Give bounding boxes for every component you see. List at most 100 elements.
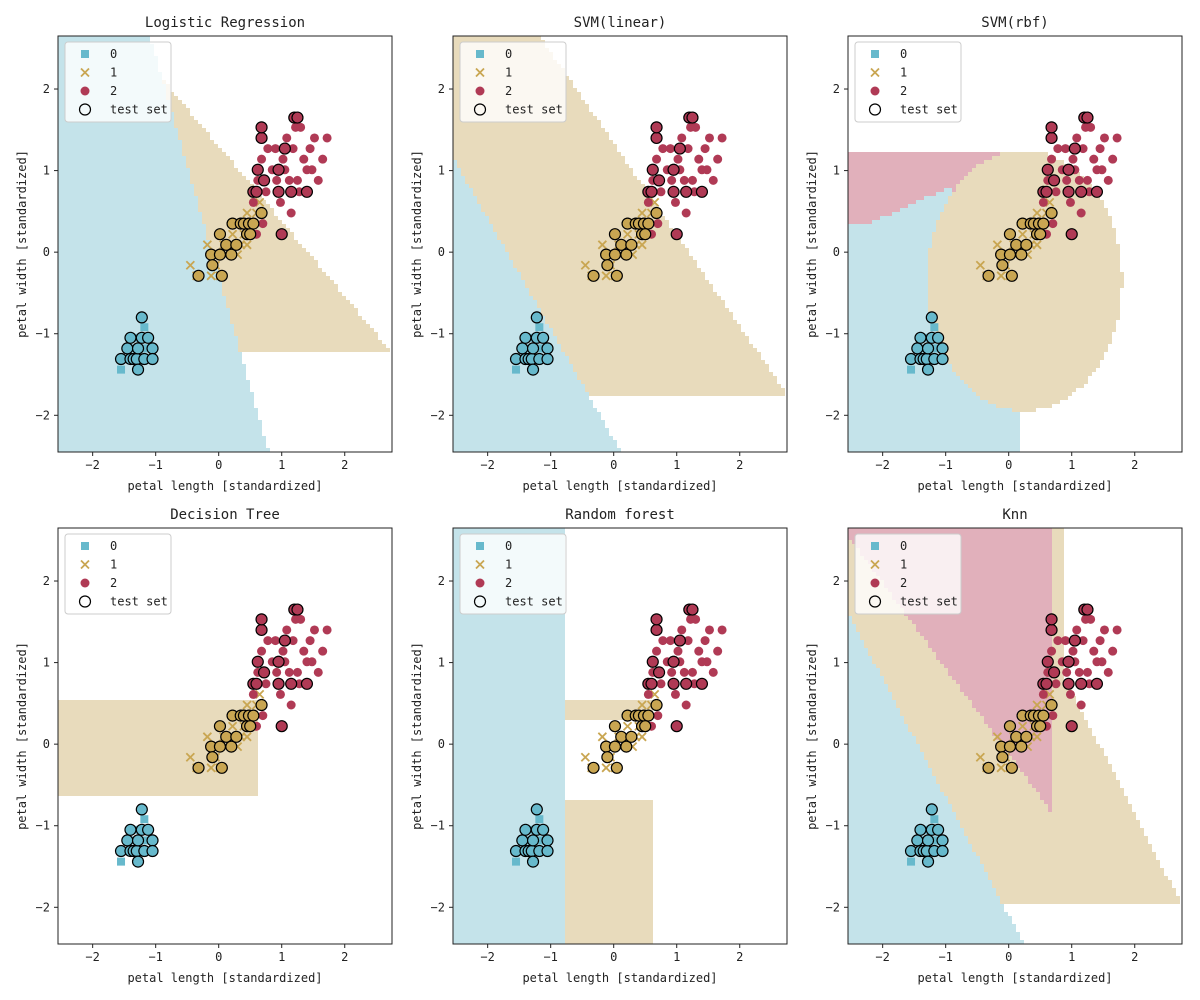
region-class-0	[58, 400, 254, 404]
region-class-1	[948, 796, 1040, 800]
region-class-1	[1052, 596, 1064, 600]
legend-square-marker	[476, 50, 484, 58]
region-class-1	[194, 192, 258, 196]
train-point-class-1	[637, 208, 647, 218]
region-class-1	[541, 308, 729, 312]
region-class-1	[976, 852, 1156, 856]
test-point-class-2	[1045, 121, 1058, 134]
region-class-1	[585, 384, 781, 388]
region-class-0	[58, 184, 194, 188]
train-point-class-1	[637, 700, 647, 710]
region-class-0	[453, 392, 589, 396]
region-class-1	[860, 632, 920, 636]
region-class-2	[1016, 764, 1052, 768]
region-class-1	[848, 552, 860, 556]
region-class-1	[58, 788, 258, 792]
x-tick-label: −2	[85, 950, 99, 964]
region-class-0	[453, 228, 493, 232]
region-class-1	[940, 348, 1108, 352]
region-class-1	[569, 360, 765, 364]
region-class-2	[952, 676, 1052, 680]
train-point-class-2	[677, 133, 687, 143]
region-class-0	[848, 224, 936, 228]
region-class-0	[848, 940, 1024, 944]
region-class-0	[58, 204, 198, 208]
region-class-0	[848, 904, 1004, 908]
train-point-class-2	[1076, 208, 1086, 218]
axes-frame	[57, 35, 393, 453]
region-class-1	[1052, 716, 1084, 720]
region-class-0	[453, 788, 565, 792]
test-point-class-1	[982, 761, 995, 774]
region-class-1	[872, 656, 936, 660]
test-point-class-1	[213, 720, 227, 733]
test-point-class-2	[1075, 677, 1088, 690]
legend-label: test set	[110, 103, 168, 117]
region-class-0	[848, 740, 916, 744]
region-class-1	[561, 344, 753, 348]
region-class-1	[1052, 704, 1080, 708]
decision-regions	[453, 528, 653, 944]
region-class-1	[936, 328, 1116, 332]
region-class-0	[848, 436, 1020, 440]
region-class-1	[493, 224, 669, 228]
region-class-1	[585, 388, 785, 392]
region-class-0	[58, 380, 250, 384]
region-class-1	[230, 316, 362, 320]
test-point-class-0	[914, 331, 927, 344]
region-class-2	[980, 712, 1052, 716]
region-class-0	[848, 920, 1012, 924]
region-class-1	[932, 772, 1024, 776]
region-class-2	[1040, 796, 1052, 800]
test-point-class-1	[1034, 720, 1047, 733]
region-class-0	[848, 228, 936, 232]
train-point-class-2	[261, 679, 271, 689]
region-class-1	[940, 344, 1108, 348]
region-class-0	[848, 680, 884, 684]
region-class-2	[948, 668, 1052, 672]
region-class-0	[453, 816, 565, 820]
region-class-0	[453, 176, 465, 180]
region-class-1	[461, 172, 633, 176]
legend-x-marker	[80, 67, 90, 78]
test-point-class-0	[135, 311, 148, 324]
region-class-1	[545, 316, 733, 320]
region-class-0	[848, 300, 928, 304]
train-point-class-1	[996, 763, 1006, 773]
legend-circle-marker	[80, 86, 90, 96]
region-class-0	[453, 660, 565, 664]
train-point-class-2	[670, 197, 680, 207]
region-class-0	[453, 912, 565, 916]
train-point-class-2	[286, 208, 296, 218]
region-class-0	[848, 268, 928, 272]
region-class-1	[222, 280, 334, 284]
test-point-class-2	[1047, 174, 1061, 187]
train-point-class-1	[580, 260, 590, 270]
region-class-1	[848, 544, 856, 548]
region-class-0	[453, 928, 565, 932]
test-point-class-1	[642, 709, 655, 722]
region-class-0	[848, 276, 928, 280]
region-class-1	[968, 172, 1080, 176]
region-class-1	[198, 196, 262, 200]
test-point-class-0	[131, 834, 145, 847]
region-class-1	[529, 288, 713, 292]
region-class-0	[848, 812, 956, 816]
test-point-class-2	[278, 142, 291, 155]
test-point-class-2	[1062, 185, 1075, 198]
test-point-class-0	[914, 823, 927, 836]
y-tick-label: 1	[438, 656, 445, 670]
test-point-class-2	[695, 185, 709, 198]
legend: 0 1 2 test set	[854, 533, 962, 615]
test-point-class-1	[639, 720, 652, 733]
train-point-class-2	[305, 636, 315, 646]
train-point-class-2	[1103, 667, 1113, 677]
region-class-2	[1048, 808, 1052, 812]
region-class-0	[453, 644, 565, 648]
region-class-0	[848, 872, 988, 876]
train-point-class-2	[299, 154, 309, 164]
region-class-1	[174, 124, 202, 128]
test-point-class-1	[608, 228, 622, 241]
y-tick-label: −1	[36, 327, 50, 341]
region-class-0	[848, 632, 860, 636]
